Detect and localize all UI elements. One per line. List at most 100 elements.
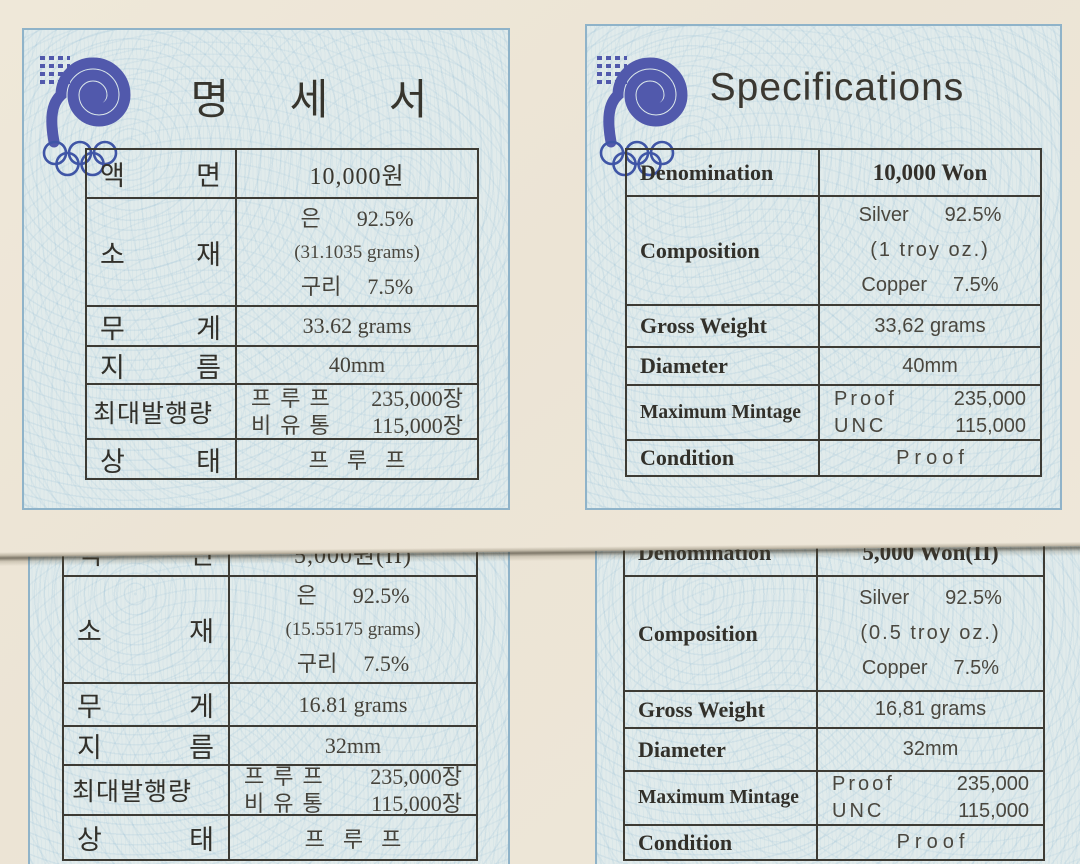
row-value: 10,000 Won — [872, 159, 988, 185]
mintage-proof-line: Proof 235,000 — [818, 771, 1043, 798]
row-label: Condition — [638, 829, 733, 855]
metal-percent: 92.5% — [944, 204, 1002, 226]
metal-percent: 7.5% — [953, 274, 999, 296]
top-sheet: 명 세 서 액 면 10,000원 소 재 은 92.5% (31.1035 g… — [0, 0, 1080, 557]
table-row-mintage: Maximum Mintage Proof 235,000 UNC 115,00… — [625, 770, 1043, 824]
spec-table-english-5000won: Denomination 5,000 Won(II) Composition S… — [623, 528, 1045, 861]
mintage-type: Proof — [834, 387, 897, 410]
mintage-count: 115,000장 — [371, 791, 462, 816]
mintage-unc-line: 비유통 115,000장 — [230, 790, 476, 817]
row-label: Composition — [638, 620, 758, 646]
composition-silver-line: 은 92.5% — [296, 578, 409, 613]
composition-copper-line: 구리 7.5% — [301, 269, 413, 304]
metal-percent: 7.5% — [367, 273, 414, 299]
mintage-count: 235,000장 — [371, 385, 463, 411]
mintage-type: 프루프 — [244, 764, 332, 789]
row-value: 32mm — [902, 738, 959, 760]
mintage-count: 115,000 — [955, 414, 1026, 437]
composition-copper-line: Copper 7.5% — [862, 651, 999, 686]
composition-note: (31.1035 grams) — [294, 241, 420, 263]
seoul-1988-olympics-emblem-icon — [40, 56, 131, 177]
table-row-condition: 상 태 프루프 — [87, 438, 477, 478]
mintage-proof-line: Proof 235,000 — [820, 386, 1040, 413]
row-label: 상 태 — [77, 825, 215, 855]
table-row-denomination: Denomination 10,000 Won — [627, 150, 1040, 195]
metal-name: Silver — [858, 204, 909, 226]
row-label: Gross Weight — [638, 696, 765, 722]
row-value: 프루프 — [304, 826, 420, 852]
table-row-composition: 소 재 은 92.5% (31.1035 grams) 구리 7.5% — [87, 197, 477, 305]
row-value: Proof — [896, 831, 970, 853]
row-value: 40mm — [902, 354, 958, 377]
table-row-mintage: Maximum Mintage Proof 235,000 UNC 115,00… — [627, 384, 1040, 439]
table-row-diameter: Diameter 32mm — [625, 727, 1043, 770]
composition-silver-line: 은 92.5% — [300, 201, 413, 236]
table-row-gross-weight: Gross Weight 33,62 grams — [627, 304, 1040, 346]
row-value: 33,62 grams — [874, 314, 986, 337]
certificate-title-korean: 명 세 서 — [190, 78, 428, 124]
table-row-condition: 상 태 프루프 — [64, 814, 476, 859]
metal-name: Copper — [861, 657, 928, 679]
certificate-english-10000won: Specifications Denomination 10,000 Won C… — [585, 24, 1062, 510]
metal-percent: 92.5% — [352, 583, 410, 608]
metal-name: 구리 — [296, 651, 338, 676]
metal-percent: 92.5% — [356, 205, 414, 231]
spec-table-english-10000won: Denomination 10,000 Won Composition Silv… — [625, 148, 1042, 477]
row-label: 지 름 — [77, 733, 215, 763]
row-label: Gross Weight — [640, 313, 767, 338]
table-row-weight: 무 게 33.62 grams — [87, 305, 477, 345]
table-row-mintage: 최대발행량 프루프 235,000장 비유통 115,000장 — [87, 383, 477, 438]
table-row-mintage: 최대발행량 프루프 235,000장 비유통 115,000장 — [64, 764, 476, 817]
table-row-condition: Condition Proof — [625, 824, 1043, 859]
row-label: Denomination — [640, 159, 774, 185]
mintage-unc-line: UNC 115,000 — [818, 798, 1043, 825]
row-value: 프루프 — [308, 448, 424, 473]
row-value: 10,000원 — [309, 164, 405, 190]
metal-percent: 7.5% — [363, 651, 410, 676]
row-value: 33.62 grams — [302, 313, 412, 338]
spec-table-korean-5000won: 액 면 5,000원(II) 소 재 은 92.5% (15.55175 gra… — [62, 528, 478, 861]
mintage-proof-line: 프루프 235,000장 — [237, 385, 477, 412]
mintage-type: 비유통 — [251, 412, 339, 438]
composition-copper-line: 구리 7.5% — [297, 646, 409, 681]
table-row-composition: Composition Silver 92.5% (0.5 troy oz.) … — [625, 575, 1043, 690]
table-row-diameter: 지 름 40mm — [87, 345, 477, 383]
seoul-1988-olympics-emblem-icon — [597, 56, 688, 177]
row-label: 최대발행량 — [72, 779, 193, 806]
composition-note: (1 troy oz.) — [870, 239, 990, 261]
mintage-unc-line: UNC 115,000 — [820, 413, 1040, 440]
table-row-composition: 소 재 은 92.5% (15.55175 grams) 구리 7.5% — [64, 575, 476, 682]
table-row-diameter: Diameter 40mm — [627, 346, 1040, 384]
row-value: 32mm — [324, 732, 382, 758]
mintage-count: 115,000장 — [372, 412, 463, 438]
mintage-type: UNC — [832, 800, 885, 822]
olympic-rings-icon — [599, 140, 675, 177]
mintage-type: UNC — [834, 414, 887, 437]
row-value: 40mm — [328, 352, 386, 377]
composition-copper-line: Copper 7.5% — [861, 268, 998, 303]
table-row-condition: Condition Proof — [627, 439, 1040, 475]
row-label: Diameter — [638, 736, 726, 762]
metal-name: Silver — [859, 587, 910, 609]
row-value: Proof — [896, 446, 969, 469]
mintage-type: 프루프 — [251, 385, 339, 411]
row-label: Condition — [640, 445, 735, 470]
row-label: 지 름 — [100, 352, 222, 383]
metal-name: 은 — [300, 205, 321, 231]
table-row-weight: 무 게 16.81 grams — [64, 682, 476, 725]
row-label: Composition — [640, 237, 760, 263]
metal-name: 구리 — [300, 273, 342, 299]
row-label: Maximum Mintage — [640, 401, 801, 423]
row-label: 상 태 — [100, 446, 222, 477]
composition-silver-line: Silver 92.5% — [859, 581, 1002, 616]
table-row-denomination: 액 면 10,000원 — [87, 150, 477, 197]
row-label: 액 면 — [100, 161, 222, 191]
mintage-type: 비유통 — [244, 791, 332, 816]
olympic-rings-icon — [42, 140, 118, 177]
metal-percent: 7.5% — [953, 657, 1000, 679]
table-row-composition: Composition Silver 92.5% (1 troy oz.) Co… — [627, 195, 1040, 304]
row-label: 소 재 — [100, 239, 222, 270]
metal-percent: 92.5% — [945, 587, 1002, 609]
mintage-count: 115,000 — [958, 800, 1029, 822]
spec-table-korean-10000won: 액 면 10,000원 소 재 은 92.5% (31.1035 grams) … — [85, 148, 479, 480]
